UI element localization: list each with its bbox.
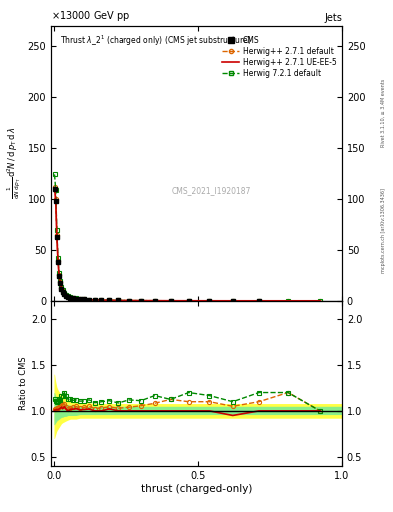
Text: Rivet 3.1.10, ≥ 3.4M events: Rivet 3.1.10, ≥ 3.4M events [381,78,386,147]
Text: Thrust $\lambda\_2^1$ (charged only) (CMS jet substructure): Thrust $\lambda\_2^1$ (charged only) (CM… [60,34,251,48]
Y-axis label: Ratio to CMS: Ratio to CMS [19,356,28,410]
X-axis label: thrust (charged-only): thrust (charged-only) [141,483,252,494]
Text: Jets: Jets [324,13,342,23]
Text: mcplots.cern.ch [arXiv:1306.3436]: mcplots.cern.ch [arXiv:1306.3436] [381,188,386,273]
Text: $\times$13000 GeV pp: $\times$13000 GeV pp [51,9,130,23]
Y-axis label: $\frac{1}{\mathrm{d}N\,\mathrm{d}\,p_\mathrm{T}}\,\mathrm{d}^2\!N\,/\,\mathrm{d}: $\frac{1}{\mathrm{d}N\,\mathrm{d}\,p_\ma… [6,127,24,199]
Legend: CMS, Herwig++ 2.7.1 default, Herwig++ 2.7.1 UE-EE-5, Herwig 7.2.1 default: CMS, Herwig++ 2.7.1 default, Herwig++ 2.… [220,35,338,80]
Text: CMS_2021_I1920187: CMS_2021_I1920187 [171,186,251,195]
